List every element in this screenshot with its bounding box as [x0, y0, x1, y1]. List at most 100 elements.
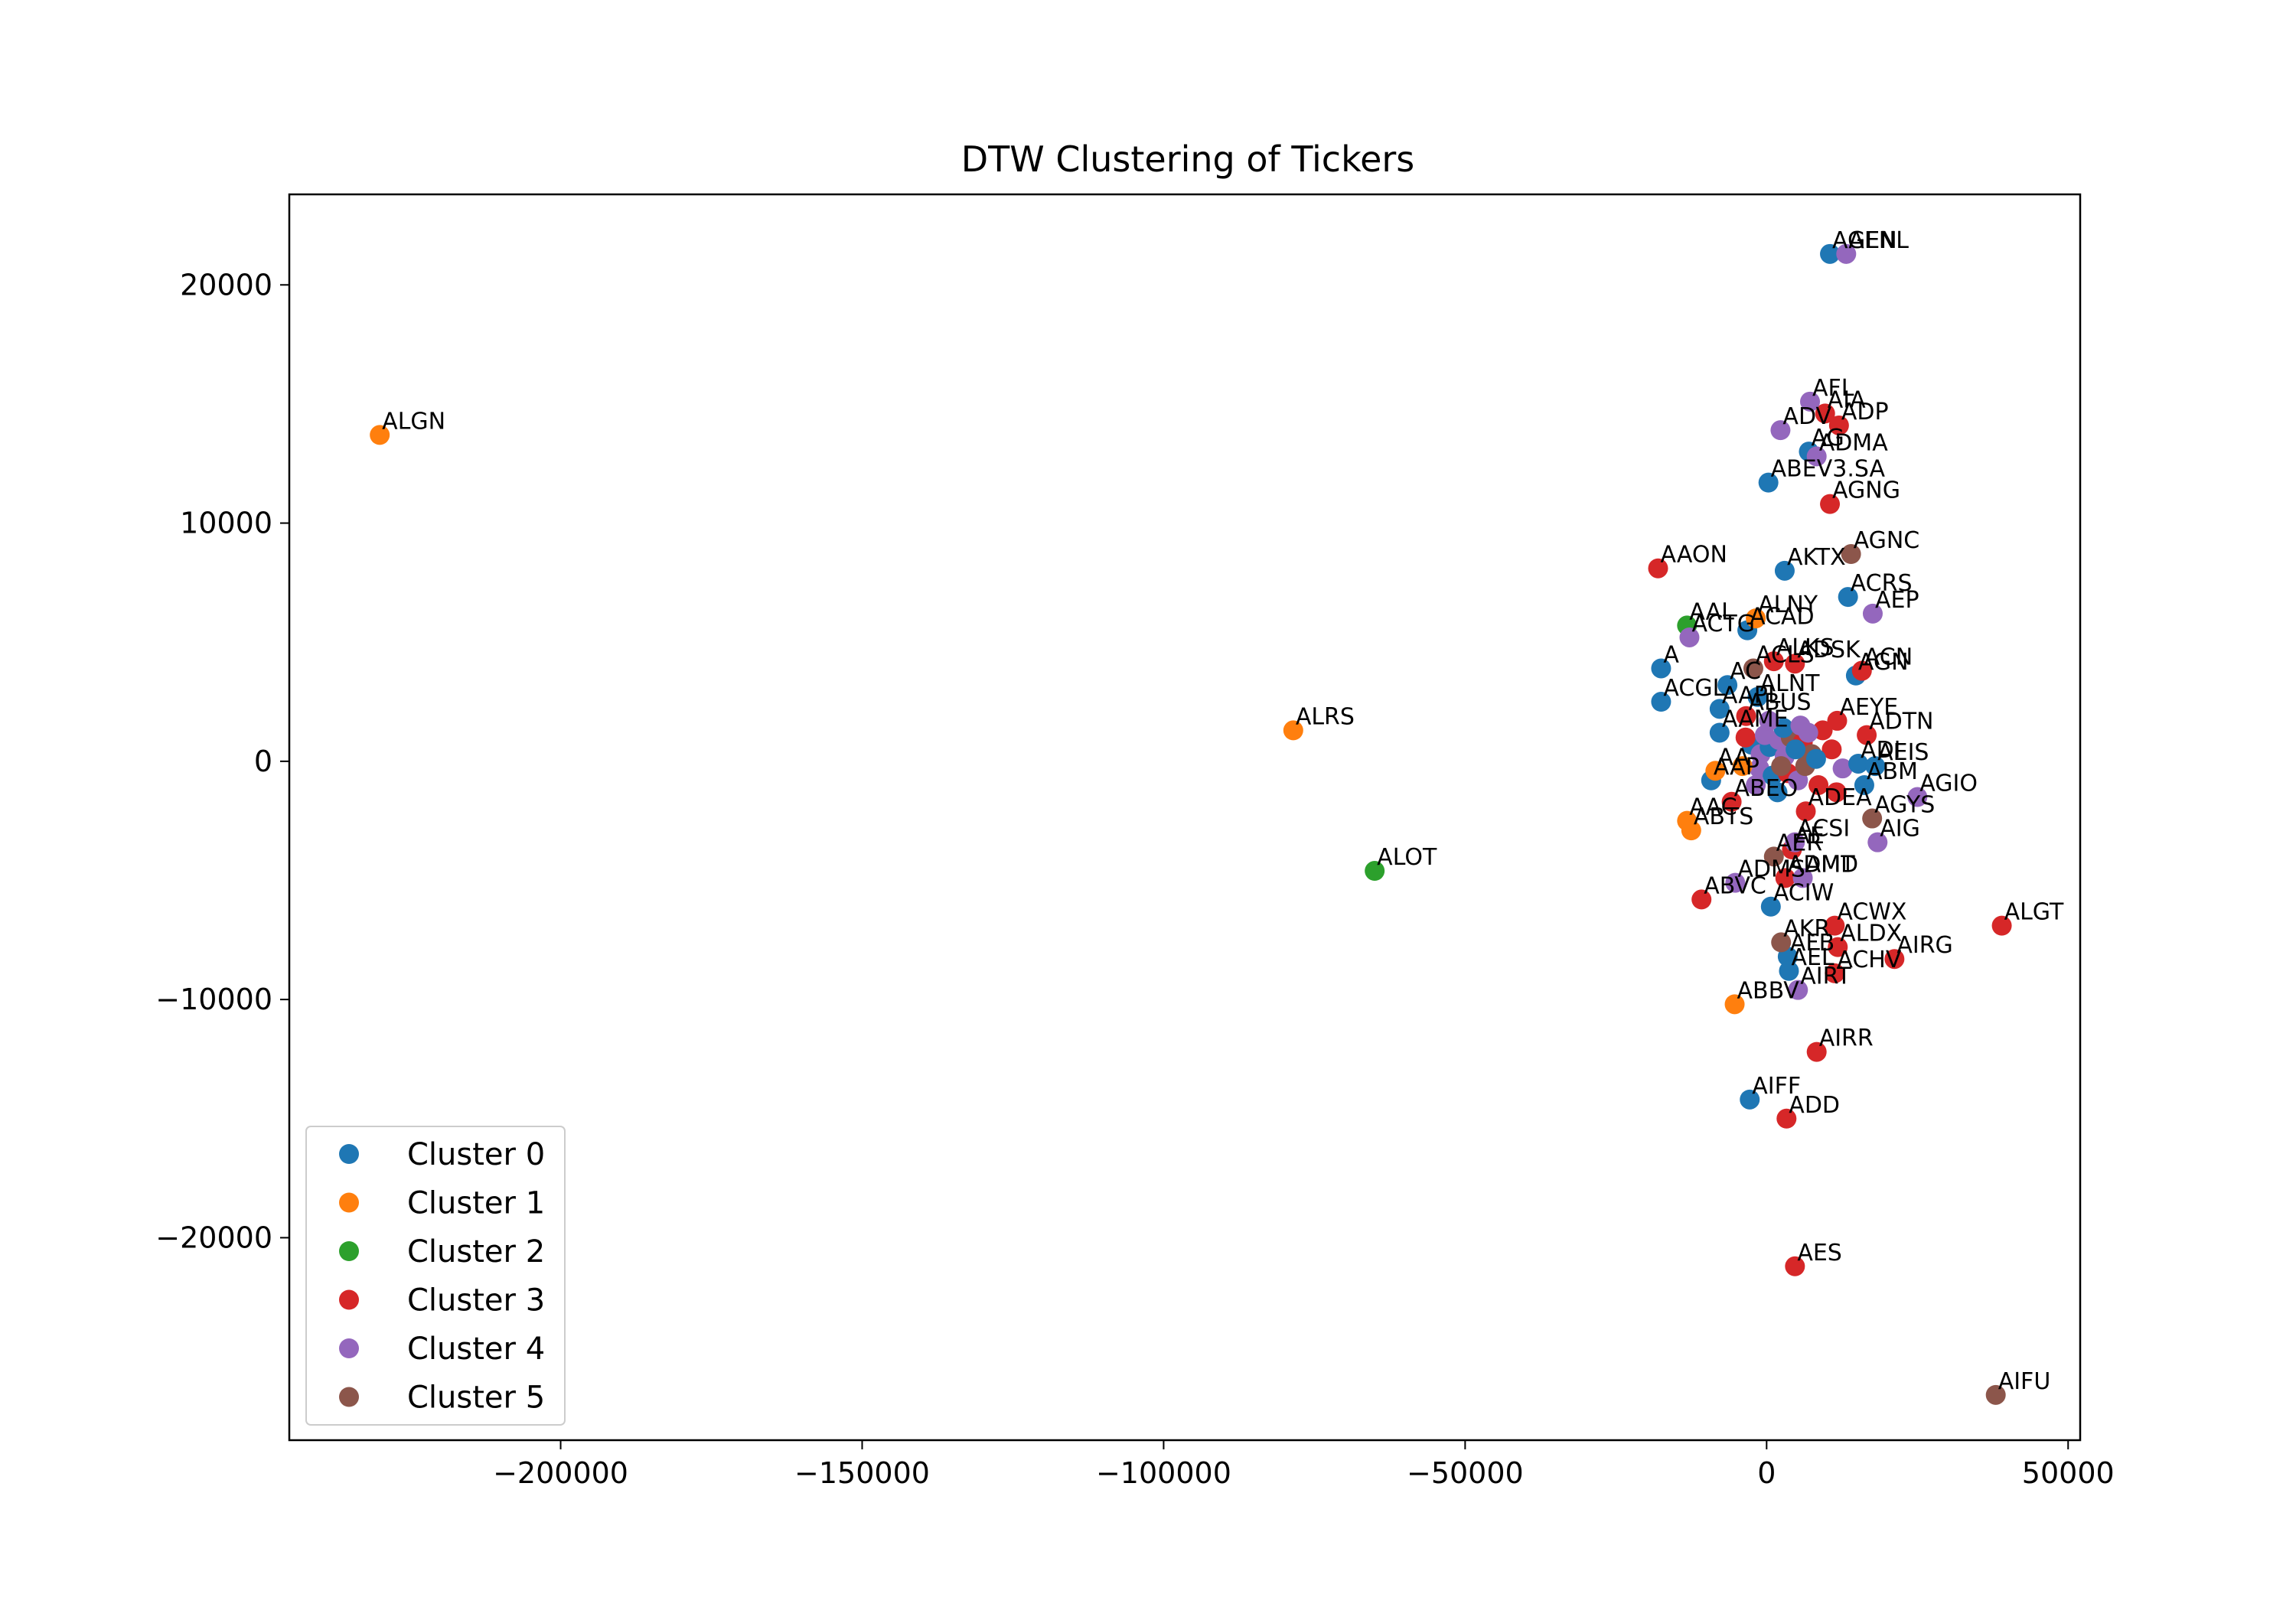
point-label: AES: [1797, 1240, 1842, 1266]
y-tick-label: −10000: [155, 983, 272, 1016]
point-label: AFB: [1790, 930, 1835, 957]
point-label: AG: [1811, 425, 1844, 451]
point-label: AGEN: [1832, 227, 1897, 254]
legend-entry-label: Cluster 0: [407, 1137, 545, 1172]
data-point: [1740, 1089, 1760, 1110]
data-point: [1820, 494, 1841, 514]
data-point: [1283, 720, 1303, 741]
point-label: ALGN: [382, 408, 445, 435]
x-tick-label: −200000: [493, 1456, 628, 1490]
legend-entry-label: Cluster 3: [407, 1283, 545, 1319]
point-label: ACAD: [1750, 604, 1815, 631]
point-label: ACWX: [1837, 899, 1906, 926]
point-label: AEL: [1791, 944, 1834, 971]
data-point: [1732, 756, 1753, 777]
point-label: ACIW: [1773, 880, 1834, 907]
data-point: [1709, 722, 1730, 743]
data-point: [1865, 756, 1886, 777]
point-label: ADSK: [1797, 637, 1861, 663]
point-label: ABEO: [1734, 775, 1799, 802]
data-point: [1788, 980, 1808, 1000]
point-label: ALGT: [2004, 899, 2064, 926]
data-point: [1805, 748, 1826, 769]
data-point: [1779, 960, 1799, 981]
data-point: [1759, 710, 1779, 731]
point-label: ALOT: [1377, 844, 1437, 871]
point-label: AEIS: [1877, 739, 1929, 766]
point-label: ALNT: [1760, 670, 1820, 697]
data-point: [1651, 658, 1671, 679]
data-point: [1648, 558, 1668, 579]
point-label: AKTX: [1787, 544, 1846, 571]
point-label: ADP: [1841, 399, 1889, 425]
legend-box: [305, 1126, 566, 1426]
point-label: AGIO: [1919, 771, 1978, 797]
data-point: [1681, 820, 1701, 841]
data-point: [1838, 587, 1858, 608]
data-point: [1786, 739, 1806, 760]
data-point: [1736, 706, 1756, 726]
point-label: ABUS: [1749, 689, 1812, 716]
point-label: AEP: [1875, 587, 1919, 614]
point-label: AMD: [1805, 851, 1859, 878]
point-label: ADD: [1789, 1092, 1840, 1119]
data-point: [1826, 782, 1847, 803]
point-label: AIRG: [1896, 932, 1952, 959]
data-point: [1854, 774, 1874, 795]
legend-marker: [339, 1289, 359, 1310]
point-label: AIRR: [1819, 1025, 1874, 1052]
x-axis: −200000 −150000 −100000 −50000 0 50000: [493, 1440, 2115, 1490]
point-label: ABEV3.SA: [1771, 456, 1886, 483]
point-label: AEYE: [1839, 694, 1898, 721]
x-tick-label: −50000: [1407, 1456, 1524, 1490]
point-label: AAL: [1689, 598, 1734, 625]
data-point: [1725, 872, 1746, 893]
point-label: ACRS: [1851, 570, 1913, 597]
point-label: AIFF: [1752, 1073, 1801, 1100]
point-label: AIA: [1828, 386, 1866, 413]
point-label: ACGL: [1663, 675, 1725, 702]
data-point: [1746, 608, 1766, 629]
point-label: ADMT: [1788, 851, 1856, 878]
point-label: AC: [1730, 658, 1761, 685]
legend-marker: [339, 1144, 359, 1164]
legend-entry-label: Cluster 2: [407, 1234, 545, 1270]
x-tick-label: −150000: [794, 1456, 930, 1490]
point-label: ALNY: [1758, 592, 1818, 618]
x-tick-label: 0: [1757, 1456, 1776, 1490]
point-label: AE: [1794, 823, 1824, 849]
point-label: ADV: [1782, 403, 1831, 430]
data-point: [1862, 603, 1883, 624]
data-point: [1747, 686, 1768, 707]
data-points: [370, 243, 2012, 1405]
data-point: [1841, 544, 1861, 565]
point-label: AIG: [1880, 816, 1920, 843]
data-point: [1770, 420, 1791, 441]
data-point: [1828, 415, 1849, 435]
data-point: [1771, 756, 1792, 777]
data-point: [1806, 1041, 1827, 1062]
y-tick-label: 10000: [180, 507, 272, 540]
data-point: [1735, 727, 1756, 748]
data-point: [1705, 761, 1726, 781]
data-point: [1795, 801, 1816, 822]
point-label: ALRS: [1296, 703, 1355, 730]
point-label: AAME: [1722, 706, 1789, 732]
data-point: [1867, 832, 1888, 852]
point-label: AIRT: [1800, 963, 1851, 990]
legend-entry-label: Cluster 5: [407, 1380, 545, 1416]
data-point: [1651, 692, 1671, 712]
x-tick-label: 50000: [2022, 1456, 2115, 1490]
point-label: ADI: [1861, 737, 1900, 764]
point-label: ABTS: [1694, 804, 1753, 830]
data-point: [1821, 739, 1842, 760]
data-point: [1746, 774, 1766, 795]
legend-marker: [339, 1241, 359, 1261]
point-label: ADTN: [1869, 709, 1933, 735]
data-point: [1836, 243, 1857, 264]
legend-entry-label: Cluster 1: [407, 1186, 545, 1221]
data-point: [1775, 868, 1795, 888]
point-label: AGNC: [1854, 527, 1920, 554]
point-label: AGYS: [1874, 792, 1935, 819]
